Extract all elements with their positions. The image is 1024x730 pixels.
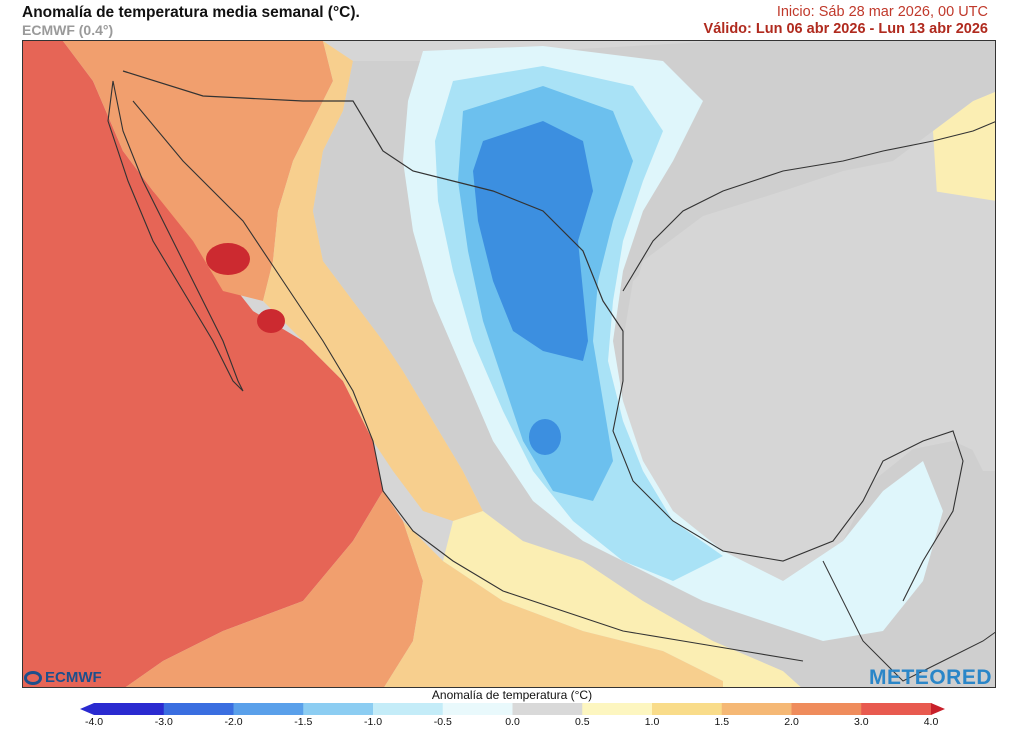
baja-california-outline	[107, 80, 244, 392]
temperature-anomaly-map[interactable]	[22, 40, 996, 688]
valid-period: Válido: Lun 06 abr 2026 - Lun 13 abr 202…	[703, 21, 988, 37]
color-bar-segment	[303, 703, 374, 715]
color-bar-tick-label: -1.0	[363, 716, 383, 728]
ecmwf-logo-text: ECMWF	[45, 669, 102, 686]
cool-anomaly-south-core	[529, 419, 561, 455]
hot-spot-north	[206, 243, 250, 275]
color-bar-tick-label: 4.0	[923, 716, 939, 728]
color-bar-tick-label: -3.0	[154, 716, 173, 728]
color-bar-ticks: -4.0 -3.0 -2.0 -1.5 -1.0 -0.5 0.0 0.5 1.0 1.5 2.0 3…	[80, 716, 945, 730]
northwest-warm-anomaly	[63, 41, 333, 301]
color-bar-tick-label: -1.5	[294, 716, 313, 728]
color-bar-tick-label: -2.0	[224, 716, 243, 728]
color-bar-tick-label: 0.0	[505, 716, 520, 728]
init-time: Inicio: Sáb 28 mar 2026, 00 UTC	[776, 4, 988, 20]
color-bar-segment	[442, 703, 513, 715]
color-bar-segment	[721, 703, 792, 715]
ecmwf-logo: ECMWF	[24, 669, 102, 686]
color-bar-right-arrow	[931, 703, 945, 715]
us-mexico-border	[122, 70, 624, 332]
legend-title: Anomalía de temperatura (°C)	[431, 688, 593, 702]
mexico-pacific-coast	[132, 100, 804, 662]
color-bar-tick-label: 2.0	[784, 716, 799, 728]
color-bar-segment	[233, 703, 304, 715]
map-canvas	[23, 41, 995, 687]
color-bar-left-arrow	[80, 703, 94, 715]
color-bar-segment	[512, 703, 583, 715]
coastal-warm-light	[263, 41, 483, 521]
color-bar-segment	[652, 703, 723, 715]
color-bar-segment	[94, 703, 165, 715]
color-bar-tick-label: 3.0	[853, 716, 869, 728]
color-bar-segment	[791, 703, 862, 715]
color-bar-segment	[373, 703, 444, 715]
pacific-warm-anomaly-strong	[23, 41, 383, 687]
color-bar-tick-label: 0.5	[574, 716, 590, 728]
hot-spot-south	[257, 309, 285, 333]
mexico-gulf-coast	[612, 331, 964, 602]
gulf-of-mexico	[623, 181, 995, 561]
central-america-border	[822, 560, 995, 682]
map-title: Anomalía de temperatura media semanal (°…	[22, 4, 360, 21]
color-bar-segment	[582, 703, 653, 715]
meteored-logo: METEORED	[868, 666, 992, 689]
pacific-warm-anomaly-mid	[125, 491, 423, 687]
color-bar	[80, 703, 945, 715]
us-gulf-coast	[622, 121, 995, 292]
color-bar-tick-label: -0.5	[433, 716, 452, 728]
southern-coast-warm-pale	[443, 511, 801, 687]
ecmwf-globe-icon	[24, 670, 42, 685]
cool-anomaly-core	[473, 121, 593, 361]
model-label: ECMWF (0.4°)	[22, 22, 114, 38]
color-bar-segment	[861, 703, 932, 715]
color-bar-tick-label: 1.5	[714, 716, 730, 728]
southern-pacific-warm-light	[384, 521, 723, 687]
color-bar-tick-label: 1.0	[644, 716, 660, 728]
color-bar-tick-label: -4.0	[84, 716, 104, 728]
color-bar-segment	[163, 703, 234, 715]
color-bar-svg	[80, 703, 945, 715]
